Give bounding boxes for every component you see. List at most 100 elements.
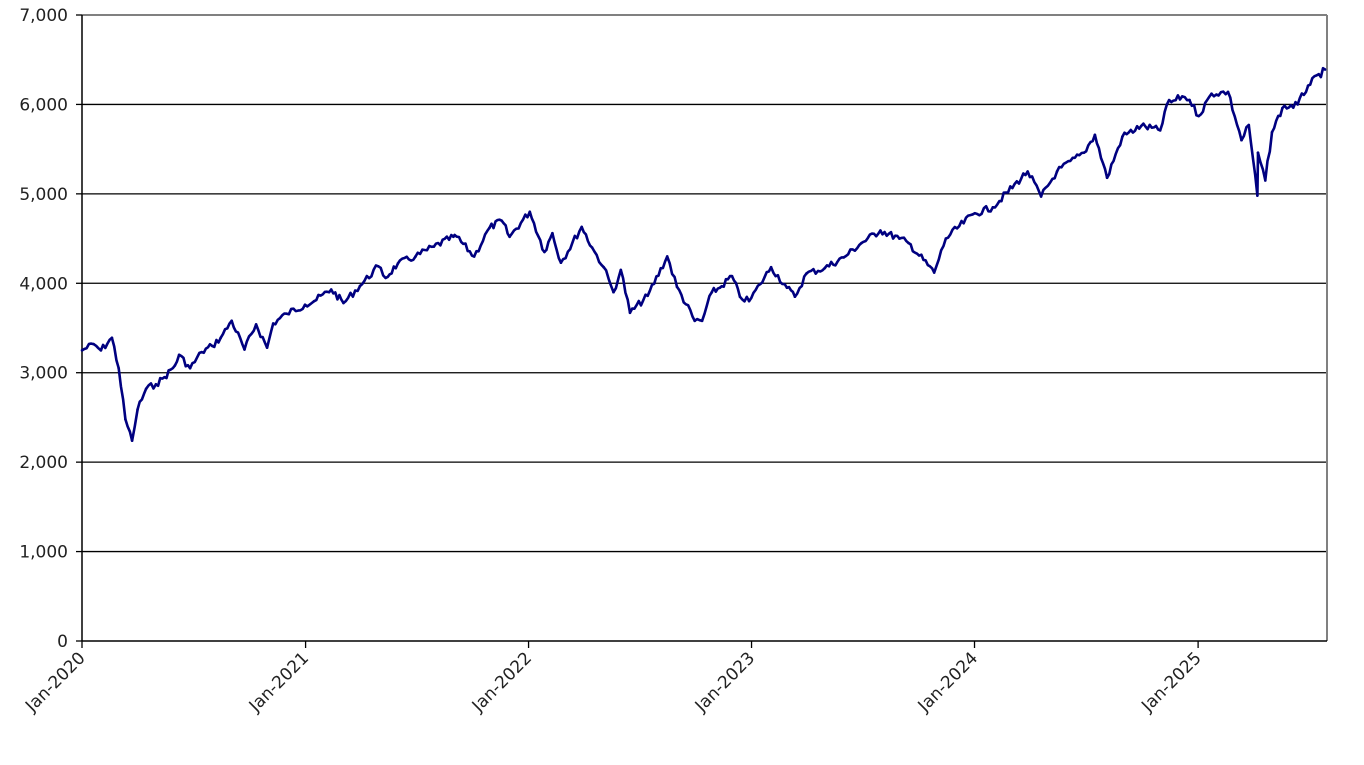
data-point (303, 303, 307, 307)
data-point (738, 295, 742, 299)
data-point (342, 301, 345, 305)
data-point (219, 336, 222, 340)
y-tick-label: 0 (57, 632, 68, 652)
data-point (646, 294, 649, 298)
data-point (1093, 133, 1097, 137)
data-point (879, 229, 882, 232)
x-tick-label: Jan-2020 (21, 648, 89, 716)
data-point (154, 383, 158, 386)
data-point (92, 342, 95, 346)
data-point (907, 241, 910, 245)
x-tick-label: Jan-2022 (468, 648, 536, 716)
data-point (580, 225, 584, 229)
series-line-group (80, 66, 1327, 442)
data-point (1121, 135, 1124, 138)
data-point (358, 284, 362, 288)
data-point (1180, 95, 1184, 98)
data-point (710, 290, 714, 294)
data-point (188, 366, 192, 370)
y-tick-label: 6,000 (19, 95, 68, 115)
data-point (1226, 90, 1230, 94)
data-point (488, 226, 491, 230)
data-point (210, 344, 214, 348)
data-point (329, 288, 333, 291)
series-line (81, 66, 1326, 442)
data-point (842, 256, 846, 259)
data-point (1026, 170, 1029, 173)
data-point (860, 241, 863, 245)
data-point (612, 290, 615, 294)
plot-frame (81, 14, 1328, 642)
data-point (265, 346, 269, 349)
data-point (693, 319, 697, 323)
data-point (1323, 68, 1327, 71)
data-point (944, 237, 948, 240)
data-point (932, 271, 936, 274)
data-point (730, 274, 734, 278)
data-point (1197, 114, 1201, 118)
data-point (500, 219, 503, 222)
x-tick-label: Jan-2023 (691, 648, 759, 716)
data-point (1055, 170, 1059, 173)
data-point (99, 349, 103, 352)
data-point (971, 213, 974, 216)
data-point (177, 353, 181, 357)
data-point (823, 266, 827, 270)
data-point (472, 255, 476, 258)
data-point (1306, 84, 1310, 87)
data-point (254, 323, 258, 326)
data-point (602, 265, 606, 269)
data-point (769, 265, 773, 269)
y-tick-label: 1,000 (19, 543, 68, 563)
data-point (1263, 179, 1267, 182)
data-point (898, 237, 901, 240)
data-point (414, 255, 417, 258)
gridlines (82, 103, 1327, 553)
data-point (396, 262, 400, 265)
data-point (559, 261, 563, 265)
data-point (163, 375, 166, 379)
data-point (271, 322, 275, 325)
data-point (1188, 98, 1191, 102)
data-point (1082, 151, 1086, 155)
x-tick-label: Jan-2021 (245, 648, 313, 716)
data-point (173, 364, 177, 367)
x-tick-label: Jan-2025 (1137, 648, 1205, 716)
data-point (285, 312, 288, 315)
data-point (758, 282, 762, 286)
data-point (1105, 176, 1109, 180)
y-tick-label: 5,000 (19, 185, 68, 205)
x-tick-label: Jan-2024 (914, 648, 982, 716)
y-tick-label: 7,000 (19, 6, 68, 26)
data-point (718, 286, 722, 290)
data-point (1247, 123, 1251, 127)
data-point (1256, 151, 1260, 155)
y-tick-label: 2,000 (19, 453, 68, 473)
data-point (991, 205, 995, 209)
data-point (200, 350, 204, 354)
data-point (136, 408, 139, 411)
data-point (805, 272, 808, 275)
data-point (793, 295, 797, 299)
data-point (1139, 124, 1143, 128)
data-point (1210, 92, 1213, 95)
data-point (230, 319, 233, 323)
data-point (528, 210, 532, 214)
data-point (243, 348, 246, 351)
data-point (1165, 103, 1169, 106)
data-point (117, 366, 120, 370)
data-point (551, 231, 554, 235)
y-tick-label: 4,000 (19, 274, 68, 294)
data-point (124, 417, 127, 421)
data-point (1256, 194, 1259, 197)
data-point (665, 255, 669, 258)
x-axis-ticks: Jan-2020 Jan-2021 Jan-2022 Jan-2023 Jan-2024… (21, 641, 1206, 717)
data-point (432, 245, 436, 248)
data-point (312, 299, 316, 303)
data-point (785, 286, 789, 290)
data-point (700, 319, 704, 323)
data-point (453, 233, 456, 237)
data-point (1039, 195, 1043, 198)
data-point (144, 387, 148, 391)
